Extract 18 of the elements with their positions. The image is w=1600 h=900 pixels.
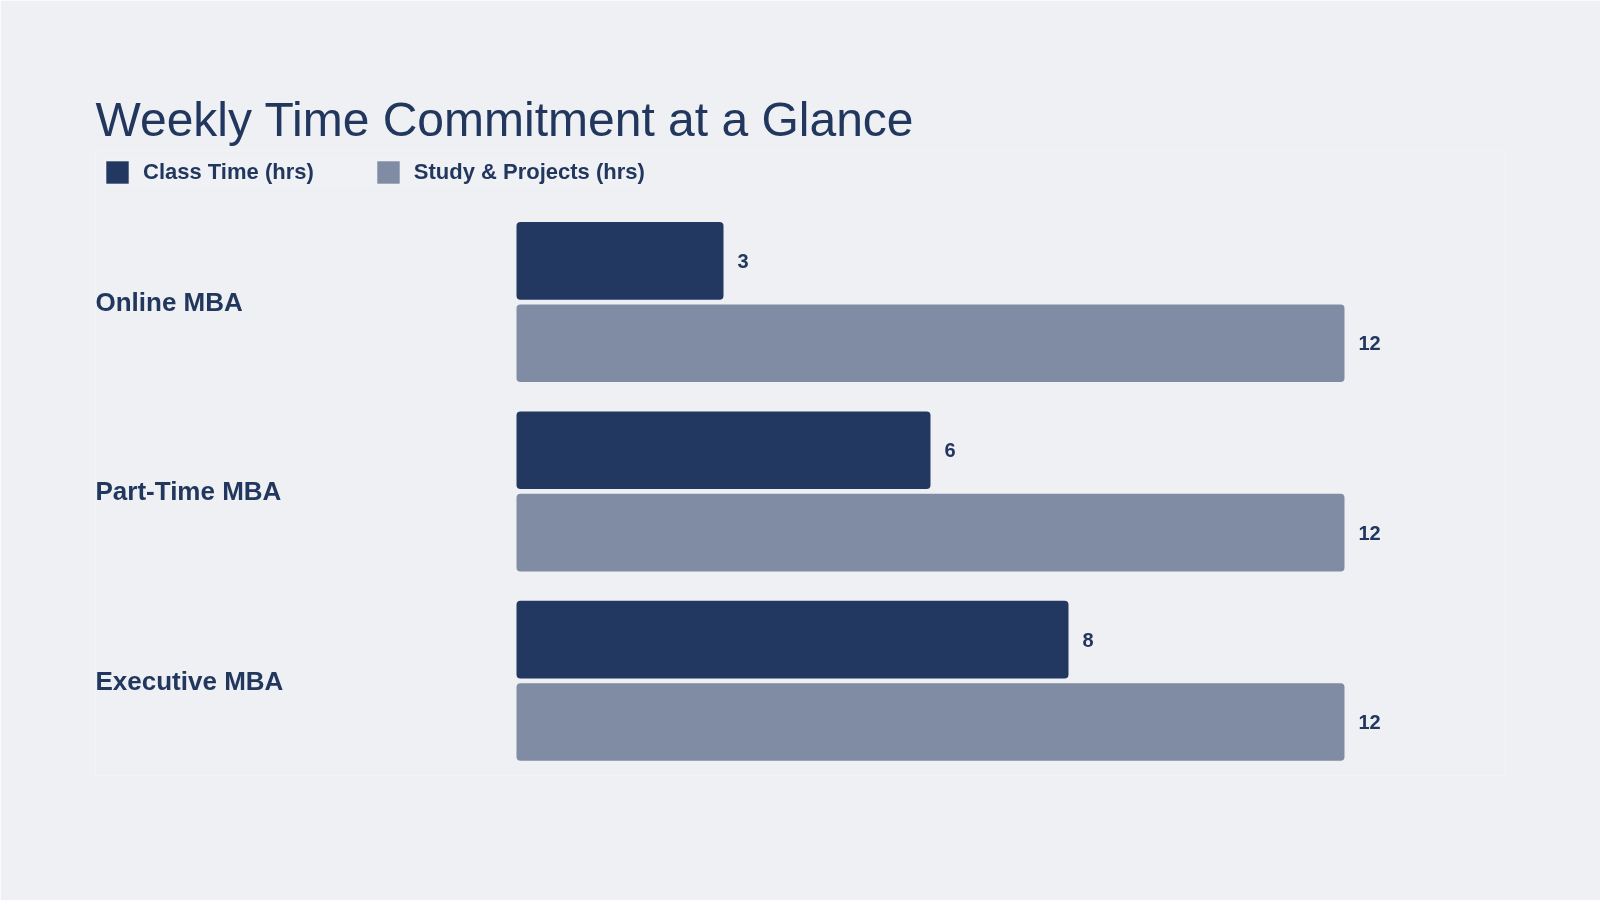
bar	[516, 411, 931, 490]
y-tick-label: Part-Time MBA	[95, 476, 282, 507]
bar	[516, 304, 1345, 383]
y-tick-label: Executive MBA	[95, 665, 284, 696]
data-label: 12	[1358, 521, 1381, 544]
legend-label: Class Time (hrs)	[143, 159, 314, 185]
data-label: 12	[1358, 332, 1381, 355]
data-label: 8	[1082, 628, 1094, 651]
data-label: 6	[944, 439, 956, 462]
bar	[516, 683, 1345, 761]
bar	[516, 222, 724, 300]
bar	[516, 493, 1345, 572]
legend-label: Study & Projects (hrs)	[413, 159, 645, 185]
bar	[516, 600, 1069, 679]
chart-title: Weekly Time Commitment at a Glance	[95, 92, 914, 146]
data-label: 3	[737, 249, 749, 272]
y-tick-label: Online MBA	[95, 287, 244, 318]
data-label: 12	[1358, 711, 1381, 733]
